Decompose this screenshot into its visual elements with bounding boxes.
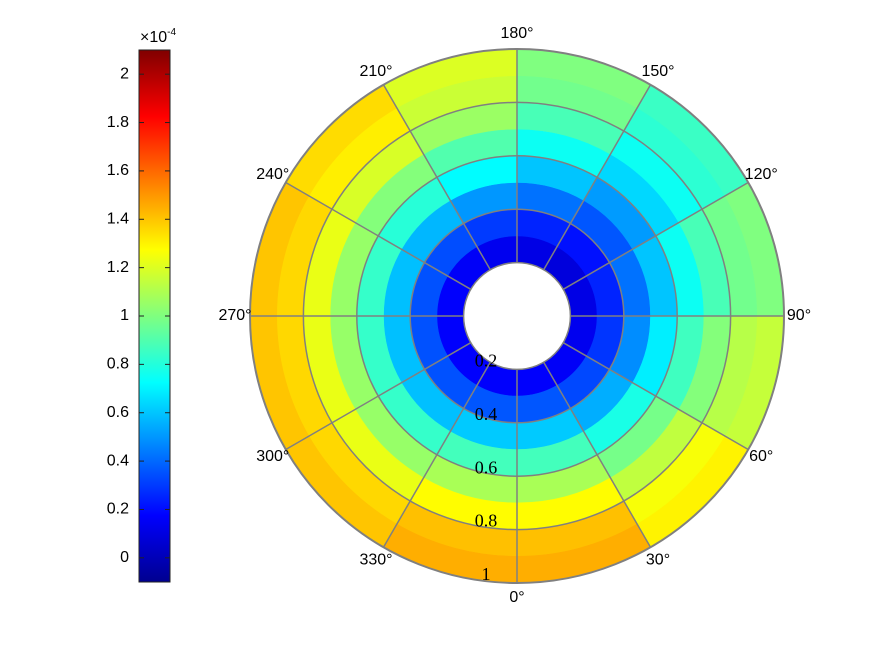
- theta-tick-label: 210°: [359, 63, 392, 80]
- r-tick-label: 0.6: [475, 457, 498, 477]
- colorbar-tick-label: 0.4: [107, 452, 129, 469]
- r-tick-label: 0.8: [475, 511, 498, 531]
- theta-tick-label: 180°: [500, 25, 533, 42]
- colorbar-multiplier: ×10-4: [140, 27, 176, 47]
- theta-grid-line: [543, 84, 652, 271]
- theta-tick-label: 90°: [787, 307, 811, 324]
- colorbar-tick-label: 1.4: [107, 210, 129, 227]
- colorbar-tick-label: 1.6: [107, 162, 129, 179]
- theta-grid-line: [285, 342, 472, 451]
- theta-tick-label: 300°: [256, 448, 289, 465]
- theta-tick-label: 150°: [641, 63, 674, 80]
- r-tick-label: 1: [482, 564, 491, 584]
- theta-tick-label: 120°: [745, 166, 778, 183]
- theta-grid-line: [543, 361, 652, 548]
- theta-grid-line: [285, 181, 472, 290]
- polar-axes: 0° 30° 60° 90° 120° 150° 180° 210° 240° 270° 300° 3…: [218, 25, 811, 606]
- theta-tick-label: 330°: [359, 551, 392, 568]
- theta-tick-label: 240°: [256, 166, 289, 183]
- colorbar-tick-label: 2: [120, 65, 129, 82]
- multiplier-base: ×10: [140, 29, 167, 46]
- colorbar-tick-label: 0.8: [107, 356, 129, 373]
- r-tick-label: 0.2: [475, 351, 498, 371]
- multiplier-exponent: -4: [167, 27, 176, 38]
- colorbar-tick-label: 0.6: [107, 404, 129, 421]
- colorbar-tick-label: 1: [120, 307, 129, 324]
- theta-grid-line: [562, 181, 749, 290]
- theta-grid-line: [382, 361, 491, 548]
- theta-tick-label: 0°: [509, 589, 524, 606]
- colorbar-tick-label: 0: [120, 549, 129, 566]
- theta-grid-line: [562, 342, 749, 451]
- r-tick-label: 0.4: [475, 404, 498, 424]
- theta-tick-label: 270°: [218, 307, 251, 324]
- theta-grid-line: [382, 84, 491, 271]
- colorbar-tick-label: 1.2: [107, 259, 129, 276]
- colorbar-tick-label: 1.8: [107, 114, 129, 131]
- theta-tick-label: 30°: [646, 551, 670, 568]
- colorbar-tick-label: 0.2: [107, 501, 129, 518]
- theta-tick-label: 60°: [749, 448, 773, 465]
